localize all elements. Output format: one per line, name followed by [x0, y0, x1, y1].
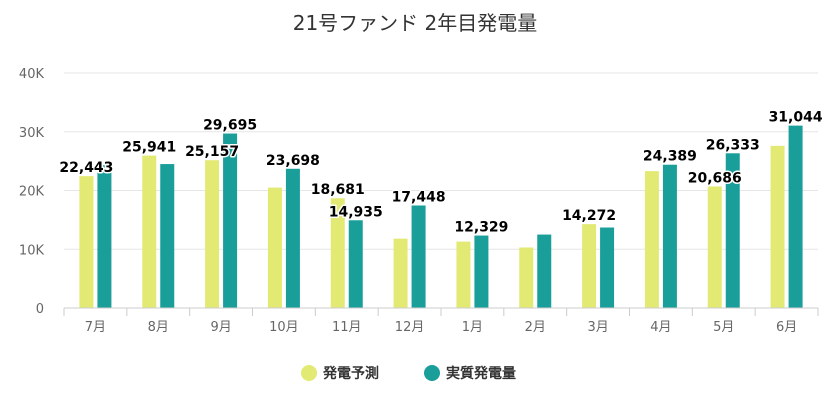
bar-actual — [285, 168, 300, 308]
data-label: 25,941 — [122, 140, 176, 156]
x-tick-label: 4月 — [650, 320, 671, 335]
bar-actual — [788, 125, 803, 308]
data-label: 17,448 — [392, 189, 446, 205]
data-label: 14,935 — [329, 204, 383, 220]
legend-label[interactable]: 実質発電量 — [446, 365, 516, 382]
data-label: 23,698 — [266, 153, 320, 169]
bar-forecast — [142, 155, 157, 308]
bar-actual — [600, 227, 615, 308]
data-label: 29,695 — [203, 118, 257, 134]
data-labels: 22,443 25,941 25,157 18,681 14,272 20,686 29,6… — [58, 108, 824, 237]
x-tick-label: 2月 — [525, 320, 546, 335]
x-tick-label: 6月 — [776, 320, 797, 335]
x-tick-label: 3月 — [587, 320, 608, 335]
data-label: 22,443 — [59, 160, 113, 176]
y-tick-label: 10K — [19, 243, 45, 258]
bar-actual — [662, 164, 677, 308]
legend-marker — [424, 365, 440, 381]
y-tick-label: 0 — [36, 302, 44, 317]
x-tick-label: 11月 — [332, 320, 362, 335]
x-tick-label: 1月 — [462, 320, 483, 335]
legend-label[interactable]: 発電予測 — [322, 365, 379, 382]
x-tick-label: 9月 — [210, 320, 231, 335]
data-label: 31,044 — [769, 110, 823, 126]
bar-forecast — [644, 171, 659, 308]
bar-forecast — [205, 160, 220, 308]
data-label: 18,681 — [311, 182, 365, 198]
chart-title: 21号ファンド 2年目発電量 — [293, 11, 538, 35]
bar-actual — [537, 234, 552, 308]
data-label: 12,329 — [454, 220, 508, 236]
bar-actual — [474, 235, 489, 308]
data-label: 14,272 — [562, 208, 616, 224]
bar-forecast — [393, 238, 408, 308]
y-tick-label: 30K — [19, 126, 45, 141]
bar-actual — [97, 165, 112, 308]
bar-forecast — [707, 186, 722, 308]
x-tick-label: 12月 — [395, 320, 425, 335]
bar-actual — [411, 205, 426, 308]
y-tick-label: 40K — [19, 67, 45, 82]
x-tick-label: 5月 — [713, 320, 734, 335]
data-label: 24,389 — [643, 149, 697, 165]
y-axis: 0 10K 20K 30K 40K — [19, 67, 45, 317]
bar-actual — [223, 133, 238, 308]
x-tick-label: 8月 — [148, 320, 169, 335]
legend-marker — [301, 365, 317, 381]
bar-forecast — [770, 145, 785, 308]
x-tick-label: 7月 — [85, 320, 106, 335]
bar-actual — [725, 153, 740, 308]
bar-actual — [160, 164, 175, 308]
bar-forecast — [519, 247, 534, 308]
data-label: 20,686 — [688, 170, 742, 186]
bar-actual — [348, 220, 363, 308]
bars — [79, 125, 803, 308]
x-axis: 7月 8月 9月 10月 11月 12月 1月 2月 3月 4月 5月 6月 — [63, 307, 819, 335]
data-label: 26,333 — [706, 137, 760, 153]
x-tick-label: 10月 — [269, 320, 299, 335]
bar-forecast — [456, 241, 471, 308]
data-label: 25,157 — [185, 144, 239, 160]
bar-forecast — [79, 176, 94, 308]
bar-forecast — [330, 198, 345, 308]
y-tick-label: 20K — [19, 185, 45, 200]
bar-forecast — [267, 187, 282, 308]
bar-forecast — [582, 224, 597, 308]
gridlines — [64, 72, 818, 250]
legend: 発電予測 実質発電量 — [301, 365, 516, 382]
